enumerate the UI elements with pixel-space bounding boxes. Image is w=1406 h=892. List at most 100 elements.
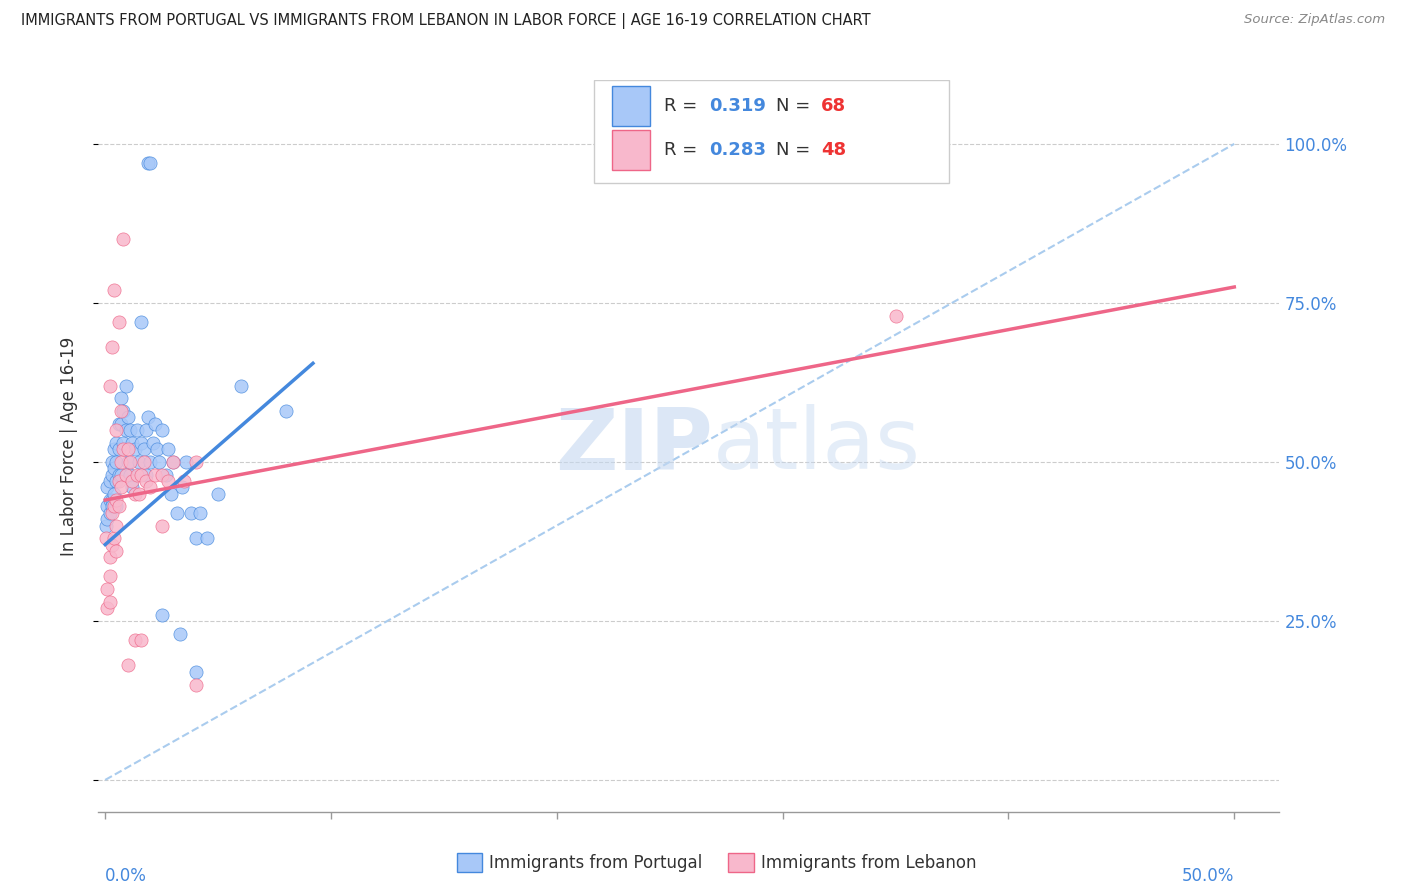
Point (107, 315, 129, 329)
Point (117, 442, 139, 457)
Text: ZIP: ZIP (555, 404, 713, 488)
Point (103, 531, 125, 545)
Text: 68: 68 (821, 97, 846, 115)
Text: 0.283: 0.283 (709, 141, 766, 159)
Point (98, 378, 121, 392)
Text: 50.0%: 50.0% (1182, 867, 1234, 885)
Text: R =: R = (664, 141, 703, 159)
Point (105, 435, 128, 450)
Point (188, 506, 211, 520)
Point (162, 455, 184, 469)
Point (162, 455, 184, 469)
Point (135, 467, 157, 482)
Point (103, 461, 125, 475)
Point (155, 467, 177, 482)
Point (105, 455, 128, 469)
Point (117, 455, 139, 469)
Point (112, 435, 135, 450)
Point (96, 518, 118, 533)
Point (110, 467, 132, 482)
Point (107, 417, 129, 431)
FancyBboxPatch shape (612, 86, 650, 126)
Point (146, 442, 169, 457)
Point (121, 480, 143, 494)
Point (107, 467, 129, 482)
Point (884, 309, 907, 323)
Text: Immigrants from Lebanon: Immigrants from Lebanon (761, 854, 976, 871)
Point (173, 474, 195, 488)
Y-axis label: In Labor Force | Age 16-19: In Labor Force | Age 16-19 (59, 336, 77, 556)
Point (128, 486, 150, 500)
Point (101, 500, 124, 514)
Point (135, 423, 157, 437)
Point (139, 455, 162, 469)
Point (96, 531, 118, 545)
Point (103, 283, 125, 297)
Point (124, 486, 146, 500)
Point (101, 493, 124, 508)
Text: Source: ZipAtlas.com: Source: ZipAtlas.com (1244, 13, 1385, 27)
Point (143, 417, 166, 431)
Point (150, 423, 173, 437)
Point (101, 467, 124, 482)
Point (131, 315, 153, 329)
Point (184, 665, 207, 679)
Point (169, 626, 191, 640)
Point (207, 486, 229, 500)
Point (98, 474, 121, 488)
Point (117, 410, 139, 425)
Point (112, 232, 135, 246)
Point (110, 404, 132, 418)
Point (98, 493, 121, 508)
Point (110, 392, 132, 406)
Point (103, 486, 125, 500)
Point (110, 480, 132, 494)
Point (135, 474, 157, 488)
Point (150, 518, 173, 533)
Point (180, 506, 202, 520)
Point (166, 506, 188, 520)
Point (105, 423, 128, 437)
Point (96, 512, 118, 526)
Point (96, 480, 118, 494)
Point (148, 455, 170, 469)
Point (118, 467, 141, 482)
Point (103, 442, 125, 457)
Point (105, 500, 128, 514)
Point (125, 467, 148, 482)
Point (157, 442, 180, 457)
Point (112, 442, 135, 457)
Point (170, 480, 193, 494)
Point (107, 474, 129, 488)
Point (131, 632, 153, 647)
Point (107, 500, 129, 514)
Point (98, 569, 121, 583)
Point (124, 632, 146, 647)
Point (98, 595, 121, 609)
Text: IMMIGRANTS FROM PORTUGAL VS IMMIGRANTS FROM LEBANON IN LABOR FORCE | AGE 16-19 C: IMMIGRANTS FROM PORTUGAL VS IMMIGRANTS F… (21, 13, 870, 29)
Text: N =: N = (776, 141, 817, 159)
Point (117, 658, 139, 673)
Point (157, 474, 180, 488)
Point (131, 467, 153, 482)
Point (114, 423, 136, 437)
Point (98, 550, 121, 565)
Point (125, 423, 148, 437)
Point (118, 423, 141, 437)
Point (105, 493, 128, 508)
Point (132, 442, 155, 457)
Point (101, 455, 124, 469)
Text: Immigrants from Portugal: Immigrants from Portugal (489, 854, 703, 871)
Point (96, 601, 118, 615)
Text: 48: 48 (821, 141, 846, 159)
Point (136, 156, 159, 170)
Text: R =: R = (664, 97, 703, 115)
Point (114, 467, 136, 482)
Point (136, 410, 159, 425)
Point (96, 582, 118, 596)
Point (195, 531, 218, 545)
Point (176, 455, 198, 469)
Point (159, 486, 181, 500)
Point (98, 506, 121, 520)
Point (121, 435, 143, 450)
